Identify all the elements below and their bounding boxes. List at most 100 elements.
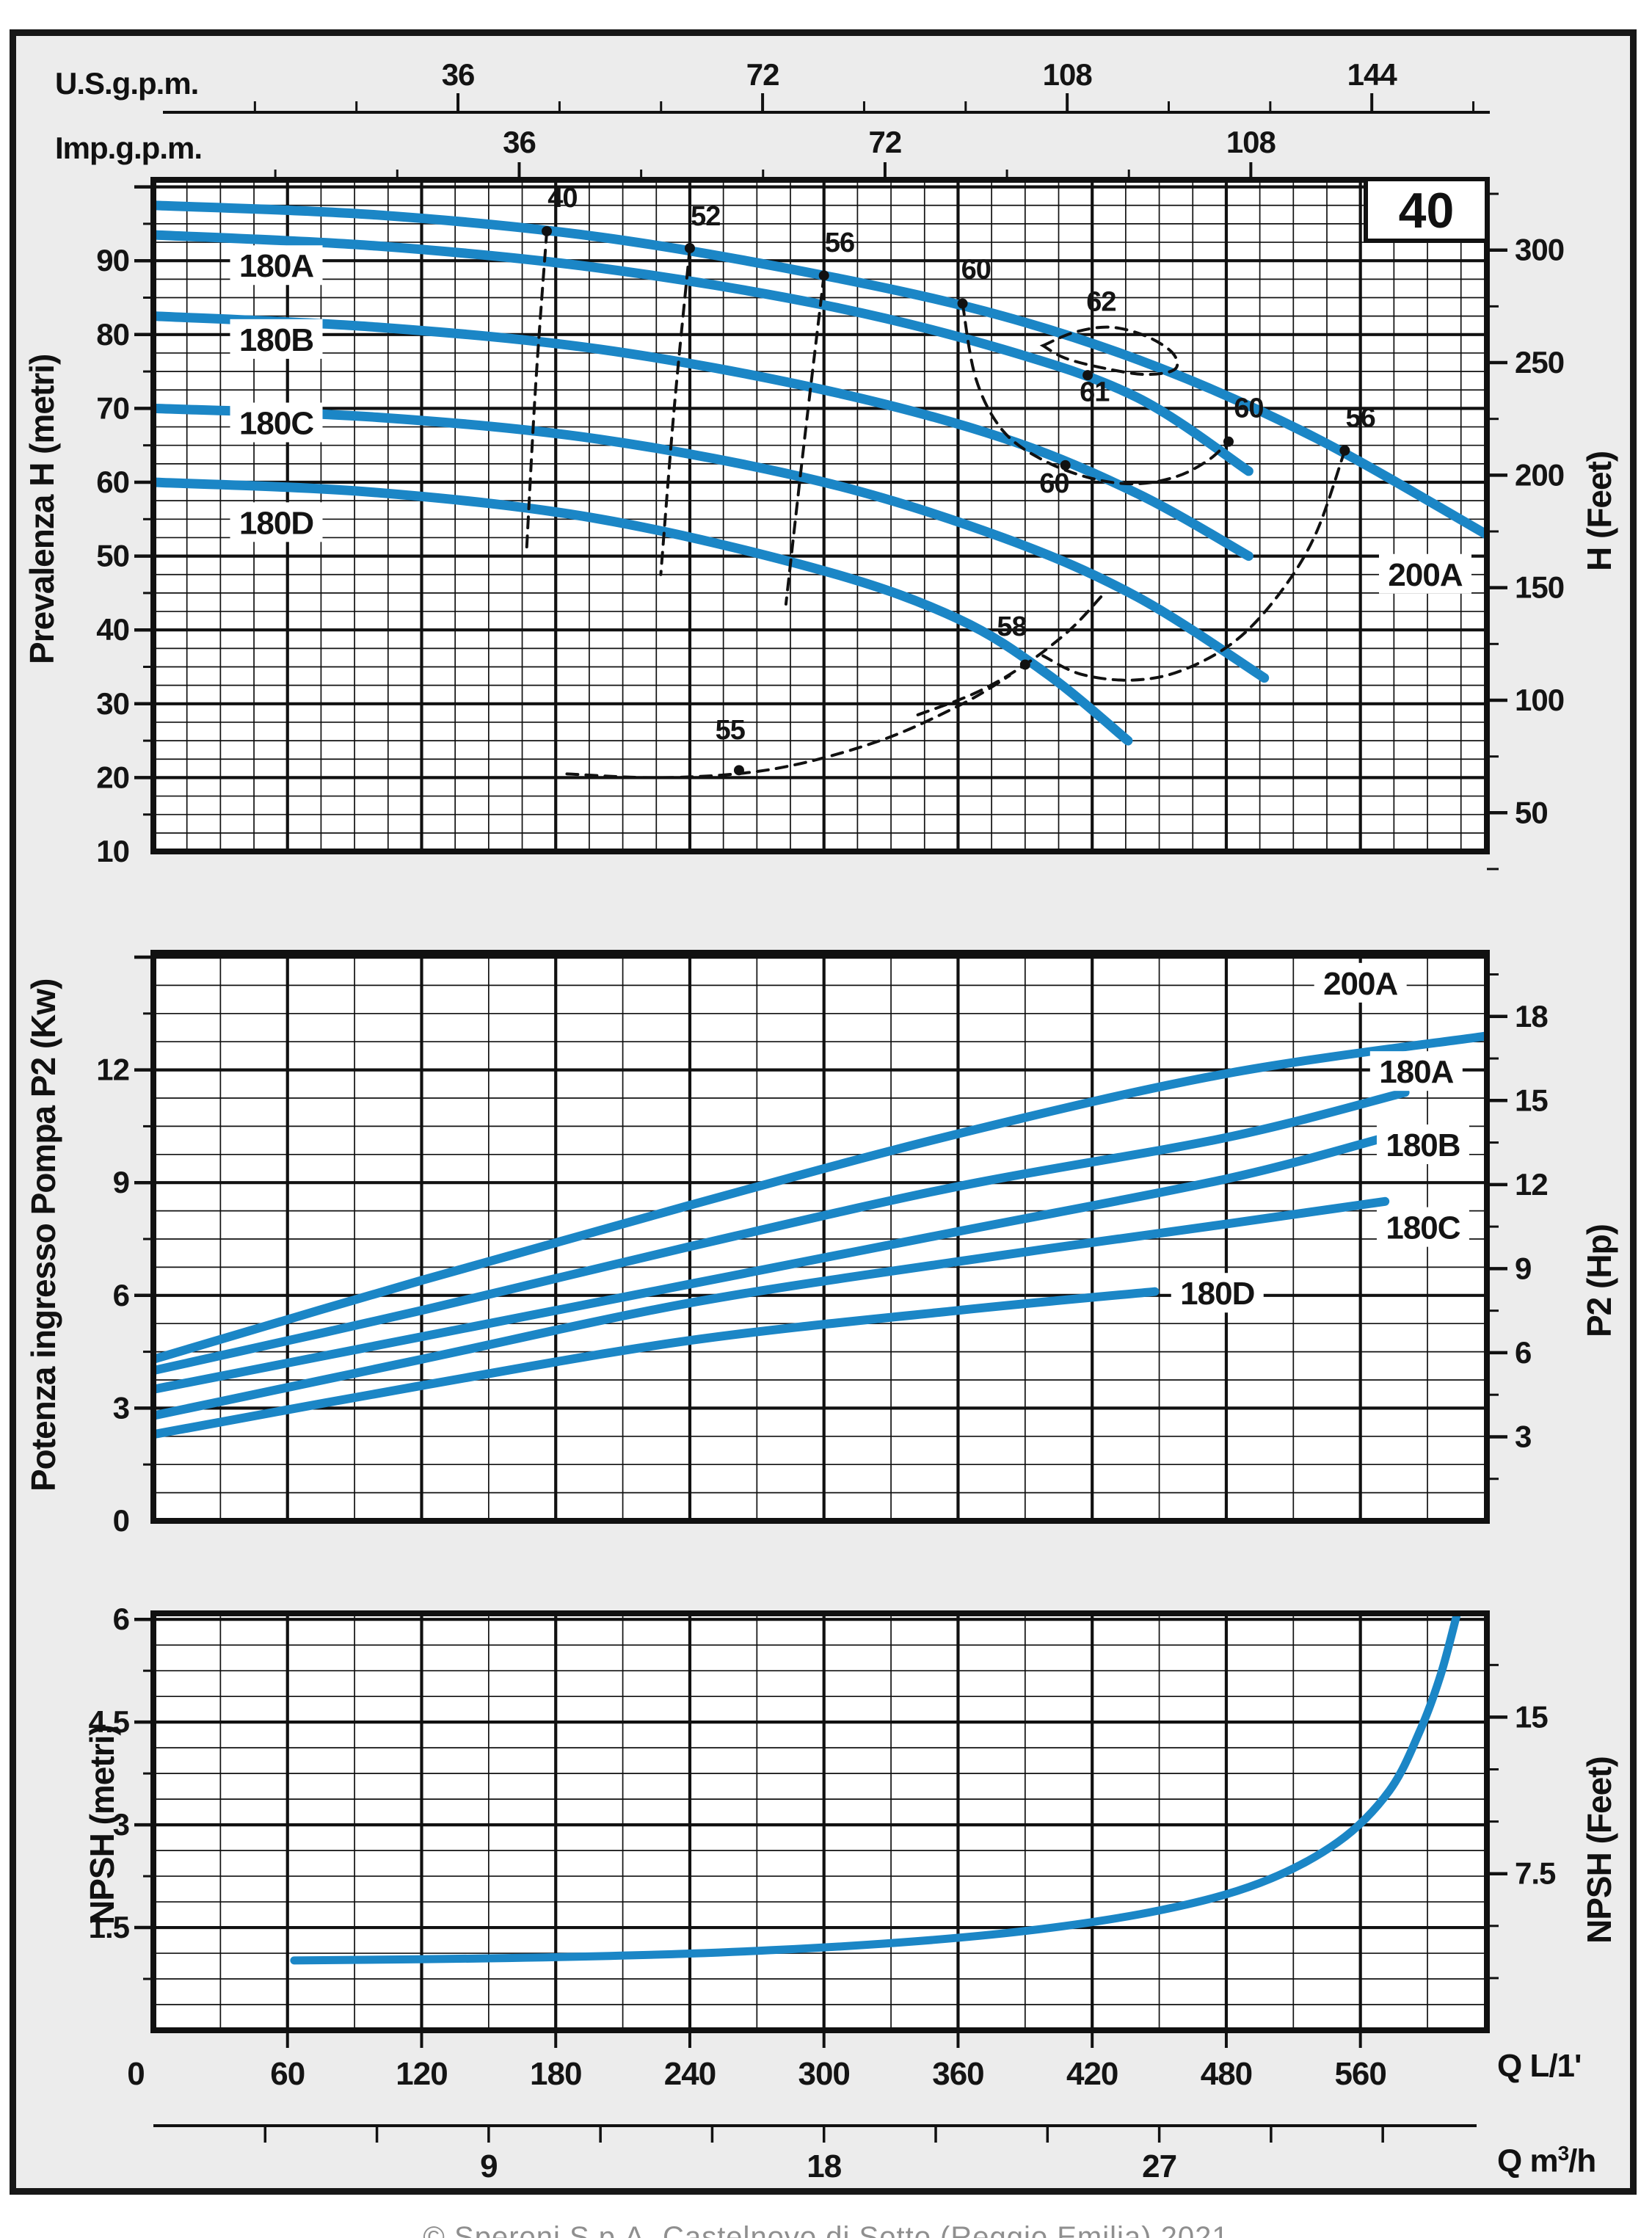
curve-label-box	[1314, 962, 1407, 1003]
m3h-tick-label: 9	[480, 2148, 497, 2184]
lmin-tick-label: 420	[1066, 2056, 1118, 2092]
usgpm-tick-label: 36	[442, 57, 475, 92]
curve-label-box	[1379, 553, 1472, 594]
m3h-prefix: Q m	[1497, 2143, 1559, 2179]
plot-background	[153, 953, 1487, 1521]
head-left-axis-title: Prevalenza H (metri)	[23, 354, 61, 664]
right-axis-tick-label: 300	[1515, 233, 1564, 267]
efficiency-dot	[1019, 659, 1030, 670]
impgpm-axis-title: Imp.g.p.m.	[55, 131, 203, 165]
curve-label-box	[1171, 1273, 1264, 1313]
right-axis-tick-label: 6	[1515, 1335, 1531, 1370]
series-group	[153, 1031, 1487, 1439]
series-group	[153, 200, 1487, 780]
right-axis-tick-label: 15	[1515, 1083, 1548, 1117]
m3h-sup: 3	[1557, 2142, 1570, 2165]
series-group	[290, 1613, 1461, 1965]
lmin-tick-label: 360	[932, 2056, 983, 2092]
curve-label-box	[1376, 1125, 1469, 1164]
flow-axes: 36 72 108 144 36 72 108 0 60 120 180 240 300 360 420 48…	[127, 57, 1490, 2184]
lmin-tick-label: 180	[530, 2056, 581, 2092]
lmin-tick-label: 480	[1201, 2056, 1252, 2092]
left-axis-tick-label: 6	[113, 1278, 129, 1312]
curve-label-180D: 180D	[1180, 1276, 1254, 1312]
impgpm-tick-label: 108	[1226, 125, 1276, 159]
m3h-tick-label: 27	[1142, 2148, 1176, 2184]
lmin-tick-label: 240	[664, 2056, 716, 2092]
left-axis-tick-label: 9	[113, 1165, 129, 1199]
curve-180A	[153, 230, 1253, 476]
left-axis-tick-label: 0	[113, 1503, 129, 1538]
m3h-tick-label: 18	[807, 2148, 841, 2184]
flow-m3h-unit-label: Q m3/h	[1497, 2142, 1596, 2180]
left-axis-tick-label: 90	[96, 243, 129, 277]
curve-180C	[153, 403, 1270, 683]
impgpm-tick-label: 72	[869, 125, 902, 159]
curve-label-180C: 180C	[1386, 1210, 1460, 1246]
curve-label-box	[230, 402, 323, 443]
m3h-suffix: /h	[1568, 2143, 1596, 2179]
efficiency-dot	[1223, 436, 1234, 447]
lmin-tick-label: 560	[1334, 2056, 1386, 2092]
left-axis-tick-label: 60	[96, 465, 129, 499]
efficiency-dot	[684, 243, 695, 254]
left-axis-tick-label: 3	[113, 1390, 129, 1425]
efficiency-contour-52	[659, 247, 691, 576]
usgpm-tick-label: 72	[746, 57, 779, 92]
left-axis-tick-label: 30	[96, 686, 129, 721]
lmin-tick-label: 300	[798, 2056, 849, 2092]
efficiency-label: 55	[716, 715, 746, 746]
left-axis-tick-label: 12	[96, 1053, 129, 1087]
curve-label-180A: 180A	[239, 248, 313, 284]
efficiency-dot	[1339, 445, 1350, 456]
right-axis-tick-label: 50	[1515, 795, 1548, 829]
curve-label-180A: 180A	[1379, 1054, 1453, 1090]
curve-180A	[153, 1088, 1410, 1376]
efficiency-dot	[733, 765, 744, 776]
usgpm-tick-label: 108	[1043, 57, 1093, 92]
footer-credit: © Speroni S.p.A. Castelnovo di Sotto (Re…	[423, 2221, 1229, 2238]
curve-180D	[153, 477, 1133, 746]
efficiency-dot	[542, 225, 553, 236]
right-axis-tick-label: 18	[1515, 999, 1548, 1033]
head-right-axis-title: H (Feet)	[1580, 451, 1618, 571]
efficiency-label: 60	[1234, 393, 1263, 424]
impeller-size-badge: 40	[1364, 181, 1485, 243]
right-axis-tick-label: 9	[1515, 1251, 1531, 1285]
efficiency-label: 40	[547, 183, 577, 214]
right-axis-tick-label: 12	[1515, 1167, 1548, 1202]
efficiency-label: 60	[961, 254, 991, 285]
left-axis-tick-label: 50	[96, 539, 129, 573]
curve-label-box	[230, 245, 323, 286]
efficiency-contour-56	[784, 274, 826, 606]
curve-180D	[153, 1287, 1160, 1439]
efficiency-label: 52	[691, 201, 720, 232]
curve-label-box	[230, 319, 323, 359]
curve-label-box	[230, 502, 323, 542]
npsh-left-axis-title: NPSH (metri)	[83, 1725, 121, 1925]
left-axis-tick-label: 70	[96, 390, 129, 425]
lmin-tick-label: 60	[270, 2056, 305, 2092]
efficiency-label: 60	[1039, 468, 1069, 499]
curve-NPSH	[290, 1613, 1461, 1965]
grid	[153, 180, 1487, 851]
efficiency-label: 58	[997, 611, 1026, 642]
right-axis-tick-label: 250	[1515, 345, 1564, 379]
efficiency-contour-55	[565, 674, 1011, 780]
power-right-axis-title: P2 (Hp)	[1580, 1224, 1618, 1337]
left-axis-tick-label: 1.5	[89, 1910, 130, 1944]
efficiency-dot	[818, 270, 829, 281]
efficiency-label: 61	[1080, 377, 1110, 407]
power-left-axis-title: Potenza ingresso Pompa P2 (Kw)	[24, 978, 62, 1492]
flow-lmin-unit-label: Q L/1'	[1497, 2048, 1582, 2084]
curve-200A	[153, 1031, 1487, 1364]
npsh-curve-chart: 1.5 3 4.5 6 7.5 15	[89, 1602, 1557, 2033]
curve-label-200A: 200A	[1388, 557, 1462, 593]
curve-180C	[153, 1196, 1390, 1420]
left-axis-tick-label: 4.5	[89, 1704, 130, 1739]
plot-border	[150, 950, 1490, 1524]
power-curves-chart: 0 3 6 9 12 3 6 9 12 15 18 200A 180A 180B 180C 180D	[96, 950, 1549, 1538]
curve-label-200A: 200A	[1323, 966, 1397, 1002]
lmin-tick-label: 0	[127, 2056, 144, 2092]
